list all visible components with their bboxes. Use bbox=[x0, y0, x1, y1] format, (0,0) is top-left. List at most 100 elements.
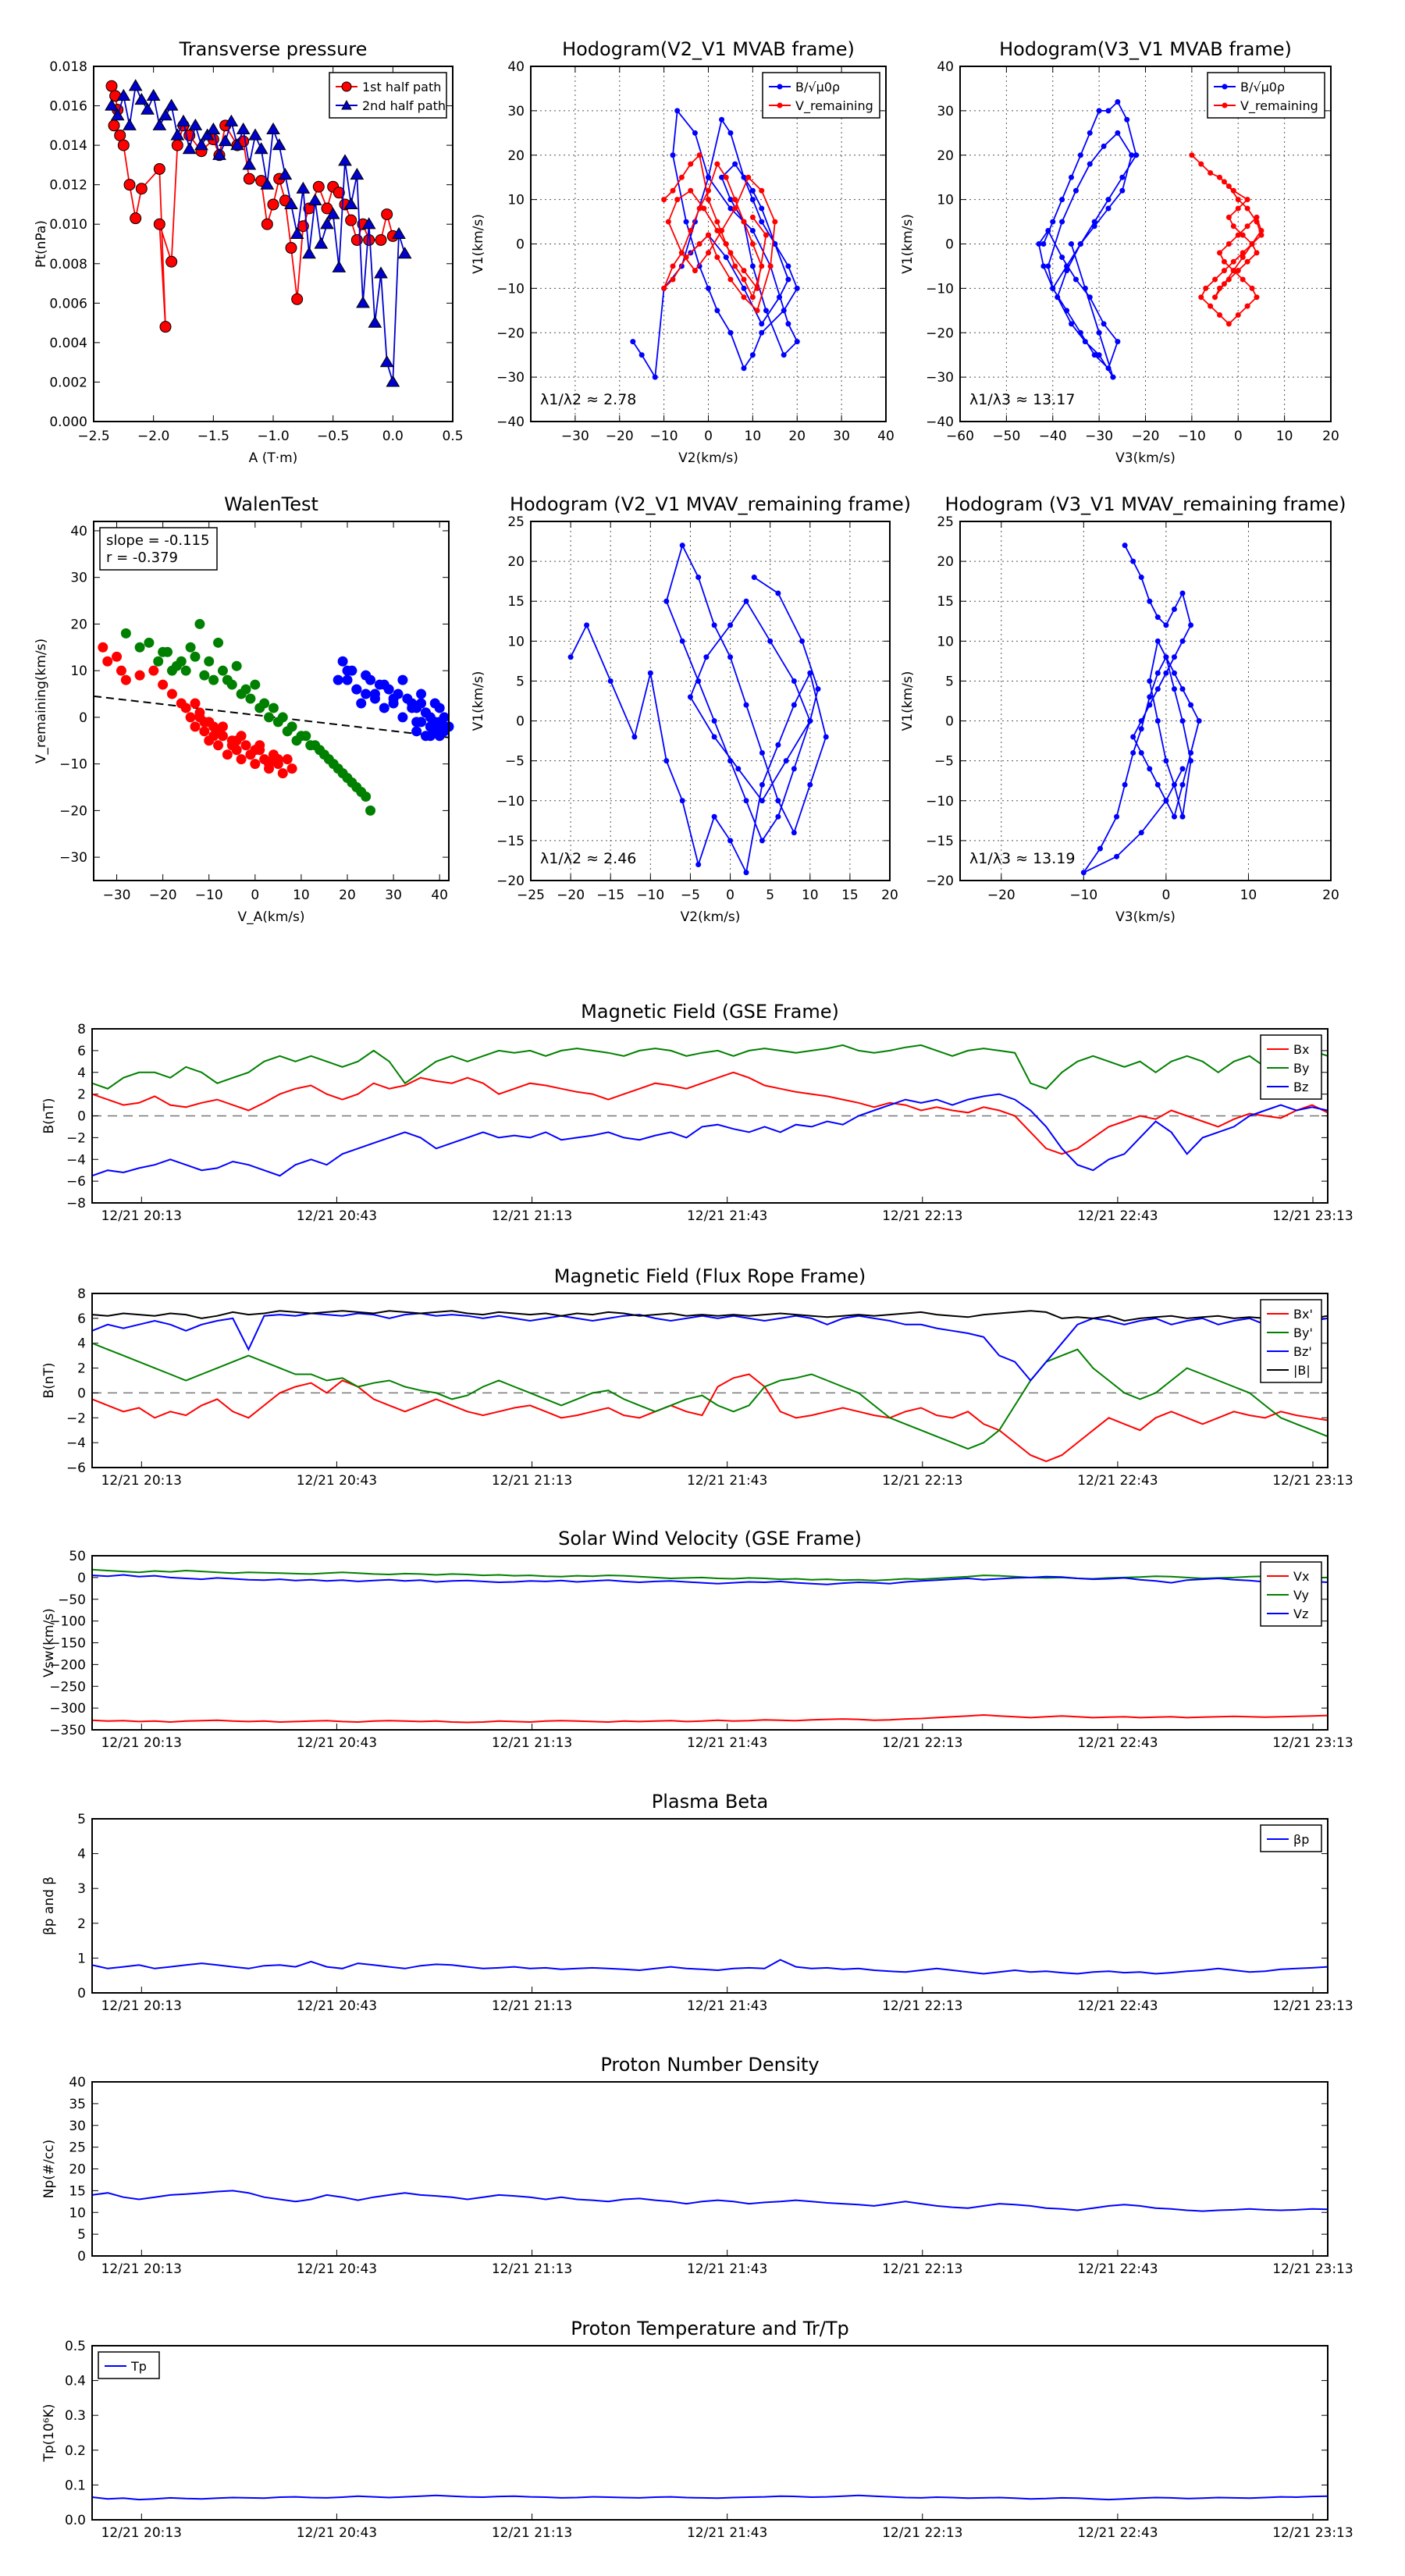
data-point bbox=[1045, 227, 1051, 233]
x-tick-label: −20 bbox=[557, 888, 585, 903]
y-tick-label: 0 bbox=[945, 237, 954, 253]
data-point bbox=[170, 128, 185, 141]
data-point bbox=[1069, 321, 1074, 327]
y-tick-label: 10 bbox=[507, 193, 525, 208]
data-point bbox=[248, 128, 262, 141]
data-point bbox=[1240, 276, 1246, 283]
chart-hodo4: Hodogram (V3_V1 MVAV_remaining frame) −20… bbox=[900, 493, 1346, 925]
legend-label: Vy bbox=[1293, 1588, 1309, 1603]
data-point bbox=[670, 152, 676, 158]
y-tick-label: 10 bbox=[69, 2205, 86, 2221]
chart-hodo1: Hodogram(V2_V1 MVAB frame) −40 −30 −20 −10 0 1… bbox=[471, 38, 895, 466]
data-point bbox=[200, 128, 215, 141]
data-point bbox=[727, 130, 734, 136]
data-point bbox=[224, 114, 239, 126]
data-point bbox=[663, 758, 670, 764]
data-point bbox=[661, 285, 667, 291]
data-point bbox=[1105, 205, 1112, 212]
chart-beta: Plasma Beta 0 1 2 3 4 5 12/21 20:13 12/21 20:43 1… bbox=[41, 1791, 1353, 2014]
data-point bbox=[190, 651, 201, 662]
legend: B/√μ0ρ V_remaining bbox=[1207, 72, 1325, 119]
data-point bbox=[706, 187, 711, 194]
data-point bbox=[204, 656, 215, 667]
data-point bbox=[199, 670, 210, 681]
x-axis-label: V2(km/s) bbox=[681, 909, 741, 925]
x-axis-label: V_A(km/s) bbox=[237, 909, 304, 925]
data-point bbox=[363, 233, 375, 246]
data-point bbox=[799, 638, 806, 644]
data-point bbox=[1110, 374, 1116, 380]
legend-label: Bz' bbox=[1293, 1344, 1312, 1359]
x-tick-label: 12/21 20:13 bbox=[101, 2261, 182, 2277]
data-point bbox=[1235, 232, 1241, 238]
data-point bbox=[695, 575, 702, 581]
y-tick-label: −300 bbox=[49, 1701, 86, 1717]
x-tick-label: 12/21 21:43 bbox=[687, 1735, 767, 1751]
y-tick-label: 0 bbox=[945, 714, 954, 730]
plot-frame bbox=[93, 66, 454, 422]
x-tick-label: 12/21 21:13 bbox=[492, 2525, 572, 2541]
data-point bbox=[759, 749, 765, 756]
y-tick-label: 10 bbox=[937, 193, 954, 208]
data-point bbox=[692, 130, 698, 136]
data-point bbox=[759, 205, 765, 212]
plot-frame bbox=[91, 2345, 1329, 2521]
series-s2 bbox=[333, 656, 454, 742]
x-tick-label: −30 bbox=[561, 429, 589, 444]
data-point bbox=[407, 703, 418, 713]
y-tick-label: 0 bbox=[77, 1571, 86, 1586]
data-point bbox=[723, 174, 729, 180]
plot-frame bbox=[91, 1555, 1329, 1731]
data-point bbox=[204, 717, 215, 728]
x-tick-label: 12/21 22:13 bbox=[882, 1735, 962, 1751]
y-axis-label: Np(#/cc) bbox=[41, 2140, 57, 2198]
data-point bbox=[1171, 813, 1177, 820]
data-point bbox=[140, 102, 155, 115]
data-point bbox=[411, 726, 422, 737]
chart-title: Hodogram(V2_V1 MVAB frame) bbox=[562, 38, 855, 60]
data-point bbox=[1045, 263, 1051, 269]
data-point bbox=[732, 161, 738, 167]
data-point bbox=[213, 740, 224, 751]
legend: βp bbox=[1260, 1824, 1322, 1852]
data-point bbox=[1119, 174, 1126, 180]
data-point bbox=[320, 217, 334, 229]
data-point bbox=[194, 712, 205, 723]
data-point bbox=[647, 670, 653, 676]
x-tick-label: 12/21 22:43 bbox=[1077, 2525, 1158, 2541]
data-point bbox=[791, 678, 797, 684]
y-tick-label: −10 bbox=[496, 794, 525, 809]
x-tick-label: −20 bbox=[149, 888, 177, 903]
data-point bbox=[719, 174, 725, 180]
y-tick-label: 5 bbox=[945, 674, 954, 689]
data-point bbox=[308, 193, 322, 205]
y-tick-label: 40 bbox=[507, 59, 525, 75]
y-tick-label: 0.5 bbox=[65, 2339, 86, 2354]
chart-tp: Transverse pressure 0.000 0.002 0.004 0.006 0… bbox=[34, 38, 464, 466]
y-tick-label: 20 bbox=[507, 148, 525, 164]
data-point bbox=[374, 679, 385, 690]
data-point bbox=[1154, 686, 1161, 692]
data-point bbox=[652, 374, 658, 380]
data-point bbox=[1235, 205, 1241, 212]
x-tick-label: 12/21 23:13 bbox=[1272, 1735, 1353, 1751]
data-point bbox=[775, 742, 781, 748]
x-tick-label: 12/21 22:13 bbox=[882, 1473, 962, 1489]
y-tick-label: 30 bbox=[70, 571, 87, 586]
annotation: slope = -0.115 bbox=[106, 532, 209, 549]
x-tick-label: 12/21 21:13 bbox=[492, 1998, 572, 2014]
data-point bbox=[1059, 254, 1065, 261]
data-point bbox=[1230, 223, 1236, 229]
data-point bbox=[1082, 339, 1088, 345]
chart-title: Hodogram (V3_V1 MVAV_remaining frame) bbox=[944, 493, 1346, 515]
data-point bbox=[1130, 734, 1136, 740]
data-point bbox=[345, 214, 357, 226]
y-axis-label: V1(km/s) bbox=[900, 214, 916, 274]
y-tick-label: 30 bbox=[937, 104, 954, 119]
data-point bbox=[807, 670, 813, 676]
data-point bbox=[1221, 258, 1227, 265]
data-point bbox=[1105, 365, 1112, 372]
chart-title: WalenTest bbox=[224, 493, 318, 515]
data-point bbox=[1230, 268, 1236, 274]
data-point bbox=[277, 712, 288, 723]
